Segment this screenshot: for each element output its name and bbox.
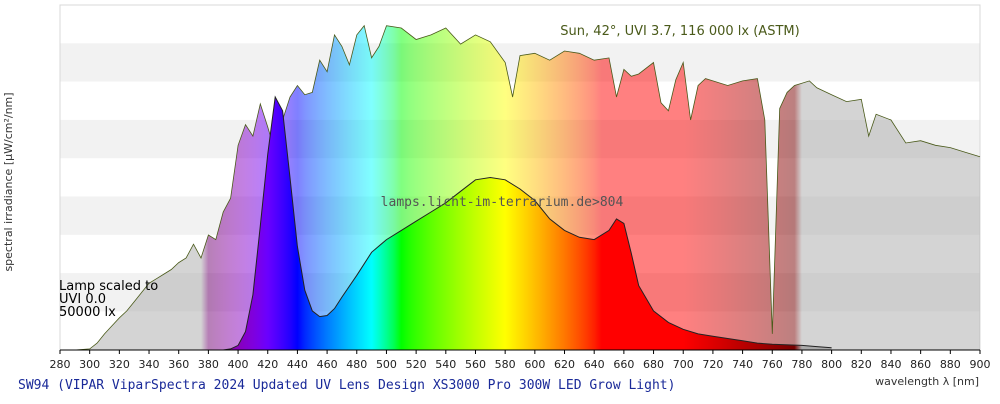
x-tick-label: 580 bbox=[495, 358, 516, 371]
x-tick-label: 880 bbox=[940, 358, 961, 371]
x-tick-label: 380 bbox=[198, 358, 219, 371]
lamp-note-line-1: Lamp scaled to bbox=[59, 279, 158, 294]
x-tick-label: 660 bbox=[613, 358, 634, 371]
x-tick-label: 900 bbox=[970, 358, 991, 371]
x-axis-ticks: 280 300 320 340 360 380 400 420 440 460 480 500 520 5… bbox=[50, 350, 991, 371]
x-tick-label: 860 bbox=[910, 358, 931, 371]
x-tick-label: 680 bbox=[643, 358, 664, 371]
x-tick-label: 560 bbox=[465, 358, 486, 371]
lamp-spectrum-line bbox=[60, 95, 832, 351]
x-tick-label: 740 bbox=[732, 358, 753, 371]
x-tick-label: 700 bbox=[673, 358, 694, 371]
lamp-note-line-3: 50000 lx bbox=[59, 305, 116, 320]
x-tick-label: 440 bbox=[287, 358, 308, 371]
x-tick-label: 640 bbox=[584, 358, 605, 371]
lamp-note-line-2: UVI 0.0 bbox=[59, 292, 106, 307]
x-tick-label: 280 bbox=[50, 358, 71, 371]
x-tick-label: 480 bbox=[346, 358, 367, 371]
x-tick-label: 300 bbox=[79, 358, 100, 371]
x-tick-label: 800 bbox=[821, 358, 842, 371]
x-tick-label: 460 bbox=[317, 358, 338, 371]
sun-spectrum-line bbox=[60, 24, 981, 351]
x-tick-label: 760 bbox=[762, 358, 783, 371]
x-tick-label: 720 bbox=[702, 358, 723, 371]
x-tick-label: 540 bbox=[435, 358, 456, 371]
x-tick-label: 320 bbox=[109, 358, 130, 371]
x-tick-label: 820 bbox=[851, 358, 872, 371]
watermark-text: lamps.licht-im-terrarium.de>804 bbox=[381, 195, 624, 210]
y-axis-label: spectral irradiance [µW/cm²/nm] bbox=[2, 92, 15, 271]
x-tick-label: 360 bbox=[168, 358, 189, 371]
sun-series-label: Sun, 42°, UVI 3.7, 116 000 lx (ASTM) bbox=[560, 24, 799, 39]
x-tick-label: 400 bbox=[228, 358, 249, 371]
x-tick-label: 600 bbox=[524, 358, 545, 371]
x-tick-label: 520 bbox=[406, 358, 427, 371]
x-tick-label: 840 bbox=[880, 358, 901, 371]
x-tick-label: 780 bbox=[791, 358, 812, 371]
x-tick-label: 500 bbox=[376, 358, 397, 371]
x-tick-label: 420 bbox=[257, 358, 278, 371]
x-tick-label: 340 bbox=[139, 358, 160, 371]
x-tick-label: 620 bbox=[554, 358, 575, 371]
chart-title: SW94 (VIPAR ViparSpectra 2024 Updated UV… bbox=[18, 378, 675, 393]
x-axis-label: wavelength λ [nm] bbox=[875, 375, 979, 388]
